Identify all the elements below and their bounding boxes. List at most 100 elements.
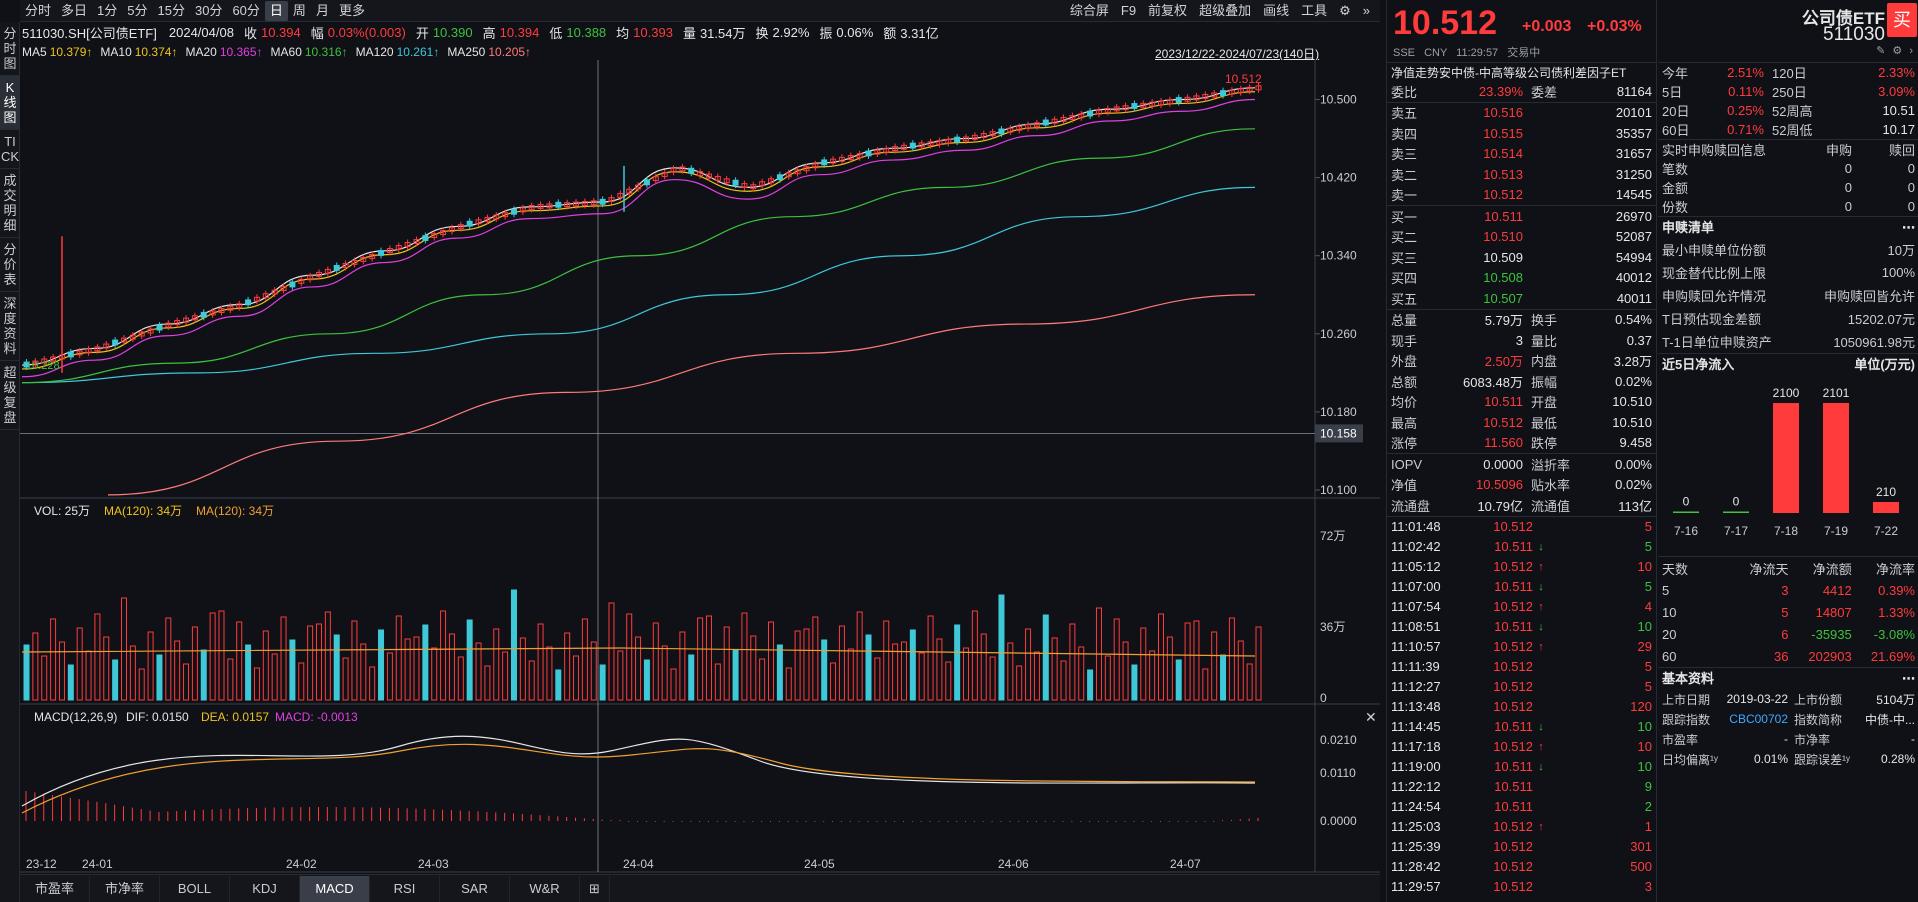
toolbar-item[interactable]: F9 <box>1120 3 1137 18</box>
toolbar-item[interactable]: 工具 <box>1301 3 1328 18</box>
toolbar-item[interactable]: 前复权 <box>1148 3 1188 18</box>
stat-row: 总量 5.79万 换手 0.54% <box>1387 310 1656 331</box>
purchase-key: 最小申赎单位份额 <box>1662 243 1767 258</box>
book-price: 10.510 <box>1483 229 1523 245</box>
basic-value: - <box>1911 732 1915 746</box>
volume-bar <box>112 659 119 701</box>
left-nav-item[interactable]: 成交明细 <box>0 169 20 238</box>
volume-bar <box>298 662 305 701</box>
add-tab-icon[interactable]: ⊞ <box>580 875 610 902</box>
left-nav-item[interactable]: 超级复盘 <box>0 361 20 430</box>
basic-info: 基本资料 ⋯ 上市日期 2019-03-22 上市份额 5104万 跟踪指数 CBC0070… <box>1658 667 1918 769</box>
left-nav-item[interactable]: TICK <box>0 130 20 169</box>
edit-icon[interactable]: ✎ <box>1876 45 1886 57</box>
volume-bar <box>236 621 243 701</box>
stats-table: 总量 5.79万 换手 0.54% 现手 3 量比 0.37 外盘 2.50万 内盘 3.28万 总额 6… <box>1387 308 1656 454</box>
ma250-line <box>107 294 1256 496</box>
kline-chart[interactable]: 10.500 10.420 10.340 10.260 10.180 10.100 10.1… <box>20 60 1380 874</box>
candle <box>32 360 39 366</box>
volume-bar <box>998 594 1005 701</box>
candle <box>307 275 314 281</box>
indicator-tab[interactable]: BOLL <box>160 875 230 902</box>
left-nav-item[interactable]: 分价表 <box>0 238 20 292</box>
indicator-tab[interactable]: KDJ <box>230 875 300 902</box>
expand-icon[interactable]: » <box>1362 3 1370 18</box>
period-tab[interactable]: 更多 <box>338 2 365 18</box>
close-pane-icon[interactable]: ✕ <box>1365 709 1377 725</box>
volume-bar <box>971 610 978 701</box>
tick-price: 10.511 <box>1494 539 1533 554</box>
indicator-tab[interactable]: W&R <box>510 875 580 902</box>
tick-volume: 9 <box>1644 779 1652 794</box>
left-nav-item[interactable]: 分时图 <box>0 22 20 76</box>
settings-icon[interactable]: ⚙ <box>1339 3 1351 18</box>
book-row[interactable]: 卖四 10.515 35357 <box>1387 123 1656 144</box>
book-row[interactable]: 卖一 10.512 14545 <box>1387 185 1656 206</box>
candle <box>315 271 322 277</box>
period-tab[interactable]: 60分 <box>232 2 260 18</box>
more-icon[interactable]: ⋯ <box>1902 220 1915 235</box>
left-nav-item[interactable]: K线图 <box>0 76 20 130</box>
date-range-selector[interactable]: 2023/12/22-2024/07/23(140日) <box>1155 47 1320 61</box>
candle <box>41 358 48 364</box>
volume-bar <box>519 637 526 701</box>
basic-value[interactable]: CBC00702 <box>1729 712 1788 726</box>
period-tab[interactable]: 月 <box>315 2 329 18</box>
period-tab[interactable]: 1分 <box>97 2 118 18</box>
trade-tick: 11:11:39 10.512 5 <box>1387 657 1656 677</box>
weibi-value: 23.39% <box>1478 83 1523 99</box>
toolbar-item[interactable]: 综合屏 <box>1069 3 1109 18</box>
book-row[interactable]: 买二 10.510 52087 <box>1387 227 1656 248</box>
period-tab[interactable]: 分时 <box>25 2 52 18</box>
period-tab[interactable]: 30分 <box>194 2 223 18</box>
book-level: 买三 <box>1391 250 1418 266</box>
redeem-row: 笔数 0 0 <box>1658 159 1918 178</box>
period-tab[interactable]: 日 <box>264 0 288 21</box>
volume-bar <box>165 617 172 701</box>
book-volume: 31657 <box>1615 146 1652 162</box>
indicator-tab[interactable]: SAR <box>440 875 510 902</box>
purchase-row: 申购赎回允许情况 申购赎回皆允许 <box>1658 284 1918 307</box>
indicator-tab[interactable]: RSI <box>370 875 440 902</box>
ma20-line <box>21 98 1256 378</box>
candle <box>528 205 535 210</box>
book-row[interactable]: 买四 10.508 40012 <box>1387 268 1656 289</box>
book-row[interactable]: 卖三 10.514 31657 <box>1387 144 1656 165</box>
candle <box>998 128 1005 135</box>
period-tab[interactable]: 5分 <box>127 2 148 18</box>
book-row[interactable]: 卖二 10.513 31250 <box>1387 164 1656 185</box>
basic-more-icon[interactable]: ⋯ <box>1902 671 1915 686</box>
volume-bar <box>1237 640 1244 701</box>
volume-bar <box>1184 622 1191 701</box>
low-mark-label: 10.228 <box>26 360 60 372</box>
period-tab[interactable]: 15分 <box>157 2 185 18</box>
buy-button[interactable]: 买 <box>1887 3 1917 37</box>
candle <box>378 250 385 256</box>
volume-bar <box>573 655 580 701</box>
macd-tick-label: 0.0110 <box>1320 766 1356 780</box>
candle <box>129 334 136 340</box>
trade-tick: 11:25:03 10.512 ↑ 1 <box>1387 817 1656 837</box>
toolbar-item[interactable]: 画线 <box>1263 3 1290 18</box>
indicator-tab[interactable]: 市盈率 <box>20 875 90 902</box>
stat-value: 6083.48万 <box>1463 374 1523 390</box>
indicator-tab[interactable]: MACD <box>300 875 370 902</box>
gear-icon[interactable]: ⚙ <box>1892 45 1903 57</box>
tick-volume: 500 <box>1630 859 1652 874</box>
volume-bar <box>546 646 553 701</box>
book-row[interactable]: 卖五 10.516 20101 <box>1387 103 1656 124</box>
period-tab[interactable]: 多日 <box>61 2 88 18</box>
book-row[interactable]: 买五 10.507 40011 <box>1387 288 1656 309</box>
chevron-icon[interactable]: › <box>1909 45 1913 57</box>
left-nav-item[interactable]: 深度资料 <box>0 292 20 361</box>
basic-key: 跟踪误差¹ʸ <box>1794 752 1850 767</box>
macd-dif: DIF: 0.0150 <box>126 710 189 724</box>
period-tab[interactable]: 周 <box>292 2 306 18</box>
tick-price: 10.512 <box>1493 679 1533 694</box>
book-row[interactable]: 买三 10.509 54994 <box>1387 247 1656 268</box>
trade-status: 交易中 <box>1507 47 1541 59</box>
indicator-tab[interactable]: 市净率 <box>90 875 160 902</box>
volume-bar <box>954 624 961 701</box>
toolbar-item[interactable]: 超级叠加 <box>1199 3 1252 18</box>
book-row[interactable]: 买一 10.511 26970 <box>1387 206 1656 227</box>
